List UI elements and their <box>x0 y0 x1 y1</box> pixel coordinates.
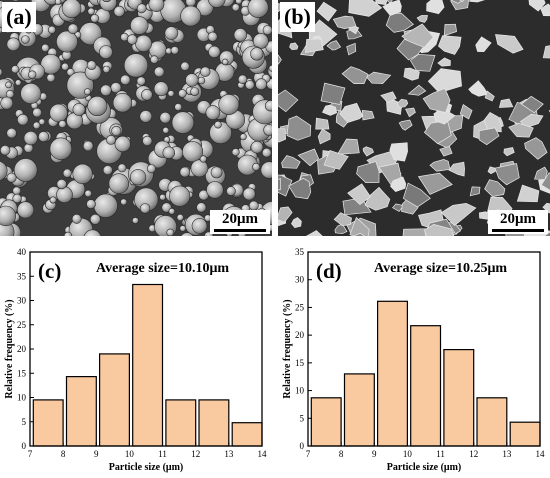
histogram-d: 7 8 9 10 11 12 13 14 0 5 10 15 20 25 30 35 Particle size… <box>278 244 550 473</box>
y-tick-label: 35 <box>295 247 305 257</box>
histogram-bar <box>100 354 130 446</box>
y-tick-label: 0 <box>22 441 27 451</box>
scale-bar-label-b: 20μm <box>492 211 544 228</box>
sem-image-angular-powder <box>278 0 550 236</box>
y-tick-label: 0 <box>300 441 305 451</box>
histogram-bar <box>232 423 262 446</box>
sem-image-spherical-powder <box>0 0 272 236</box>
x-tick-label: 10 <box>125 449 135 459</box>
y-tick-label: 30 <box>295 275 305 285</box>
sem-micrograph-b <box>278 0 550 236</box>
scale-bar-line-b <box>492 229 544 232</box>
y-tick-label: 20 <box>295 330 305 340</box>
x-tick-label: 12 <box>469 449 478 459</box>
y-tick-label: 25 <box>295 302 305 312</box>
histogram-bar <box>345 374 375 446</box>
histogram-c: 7 8 9 10 11 12 13 14 0 5 10 15 20 25 30 35 40 Particle si… <box>0 244 272 473</box>
histogram-bar <box>311 398 341 446</box>
y-axis-label: Relative frequency (%) <box>282 299 293 398</box>
average-size-annotation: Average size=10.25μm <box>374 261 507 276</box>
sem-panel-a: (a) 20μm <box>0 0 272 236</box>
y-tick-label: 30 <box>17 296 27 306</box>
y-tick-label: 15 <box>17 368 27 378</box>
x-tick-label: 10 <box>403 449 413 459</box>
y-tick-label: 5 <box>22 417 27 427</box>
x-axis-label: Particle size (μm) <box>387 462 462 473</box>
scale-bar-label-a: 20μm <box>214 211 266 228</box>
panel-label: (c) <box>38 259 61 283</box>
y-tick-label: 10 <box>17 393 27 403</box>
x-tick-label: 14 <box>258 449 268 459</box>
bars <box>33 285 262 447</box>
histogram-bar <box>477 398 507 446</box>
histogram-bar <box>510 422 540 446</box>
histogram-bar <box>411 326 441 446</box>
panel-label-b: (b) <box>280 2 315 32</box>
y-tick-label: 20 <box>17 344 27 354</box>
bars <box>311 301 540 446</box>
scale-bar-line-a <box>214 229 266 232</box>
x-tick-label: 7 <box>306 449 311 459</box>
y-tick-label: 10 <box>295 386 305 396</box>
histogram-bar <box>133 285 163 447</box>
scale-bar-a: 20μm <box>210 210 270 234</box>
y-tick-label: 15 <box>295 358 305 368</box>
histogram-bar <box>166 400 196 446</box>
panel-label: (d) <box>316 259 342 283</box>
y-tick-label: 40 <box>17 247 27 257</box>
histogram-panel-c: 7 8 9 10 11 12 13 14 0 5 10 15 20 25 30 35 40 Particle si… <box>0 244 272 473</box>
panel-label-a: (a) <box>2 2 36 32</box>
histogram-bar <box>33 400 63 446</box>
x-tick-label: 11 <box>158 449 167 459</box>
x-tick-label: 13 <box>224 449 234 459</box>
y-ticks: 0 5 10 15 20 25 30 35 40 <box>17 247 34 451</box>
histogram-bar <box>199 400 229 446</box>
x-tick-label: 14 <box>536 449 546 459</box>
x-tick-label: 13 <box>502 449 512 459</box>
x-tick-label: 8 <box>61 449 66 459</box>
sem-panel-b: (b) 20μm <box>278 0 550 236</box>
sem-micrograph-a <box>0 0 272 236</box>
histogram-panel-d: 7 8 9 10 11 12 13 14 0 5 10 15 20 25 30 35 Particle size… <box>278 244 550 473</box>
histogram-bar <box>444 350 474 446</box>
x-axis-label: Particle size (μm) <box>109 462 184 473</box>
x-tick-label: 12 <box>191 449 200 459</box>
x-tick-label: 9 <box>372 449 377 459</box>
y-tick-label: 5 <box>300 413 305 423</box>
y-tick-label: 35 <box>17 271 27 281</box>
histogram-bar <box>378 301 408 446</box>
scale-bar-b: 20μm <box>488 210 548 234</box>
x-tick-label: 7 <box>28 449 33 459</box>
average-size-annotation: Average size=10.10μm <box>96 261 229 276</box>
x-tick-label: 8 <box>339 449 344 459</box>
y-ticks: 0 5 10 15 20 25 30 35 <box>295 247 312 451</box>
x-tick-label: 11 <box>436 449 445 459</box>
y-tick-label: 25 <box>17 320 27 330</box>
histogram-bar <box>67 377 97 446</box>
x-tick-label: 9 <box>94 449 99 459</box>
y-axis-label: Relative frequency (%) <box>4 299 15 398</box>
